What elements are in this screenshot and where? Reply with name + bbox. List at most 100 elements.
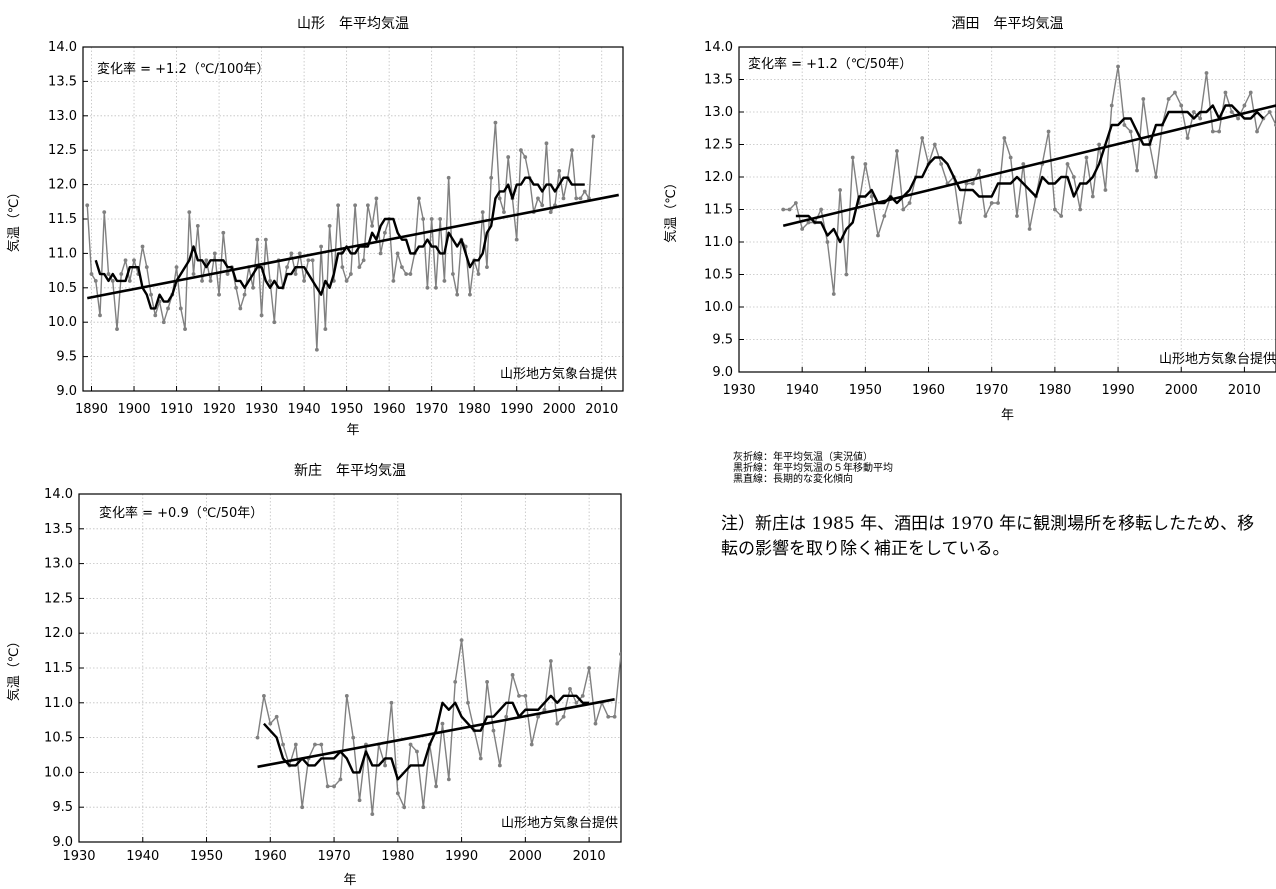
chart-yamagata-annual-point bbox=[242, 292, 247, 297]
chart-sakata-annual-point bbox=[781, 207, 786, 212]
chart-sakata-annual-point bbox=[882, 214, 887, 218]
chart-shinjo-annual-point bbox=[262, 693, 266, 698]
chart-sakata-annual-point bbox=[863, 162, 868, 166]
chart-yamagata-xtick-label: 1950 bbox=[330, 402, 363, 417]
chart-yamagata-annual-point bbox=[574, 196, 579, 201]
chart-yamagata-ytick-label: 13.0 bbox=[48, 109, 77, 124]
chart-sakata-ytick-label: 10.5 bbox=[704, 268, 733, 283]
chart-sakata-annual-point bbox=[1267, 110, 1272, 114]
chart-shinjo-annual-point bbox=[606, 714, 611, 719]
chart-sakata-xlabel: 年 bbox=[1001, 408, 1014, 423]
chart-shinjo-annual-point bbox=[619, 652, 621, 656]
chart-yamagata-annual-point bbox=[102, 210, 107, 215]
chart-yamagata-annual-point bbox=[506, 155, 511, 159]
chart-yamagata-frame bbox=[82, 46, 624, 392]
chart-yamagata-xtick-label: 1900 bbox=[117, 402, 150, 417]
chart-sakata-xtick-label: 1970 bbox=[975, 383, 1008, 398]
chart-sakata-annual-point bbox=[1052, 207, 1057, 212]
chart-sakata-ytick-label: 12.0 bbox=[704, 170, 733, 185]
chart-yamagata-annual-point bbox=[476, 272, 481, 276]
chart-yamagata-annual-point bbox=[183, 327, 187, 331]
chart-sakata-annual-point bbox=[850, 155, 855, 160]
chart-sakata-annual-point bbox=[1071, 175, 1076, 179]
chart-yamagata-annual-point bbox=[446, 175, 451, 180]
chart-sakata-ytick-label: 9.5 bbox=[712, 333, 733, 348]
chart-shinjo-annual-point bbox=[568, 686, 572, 691]
chart-yamagata-annual-point bbox=[480, 210, 485, 215]
chart-sakata-annual-point bbox=[1242, 103, 1247, 108]
chart-yamagata-ytick-label: 11.0 bbox=[48, 246, 77, 261]
chart-shinjo-annual-point bbox=[555, 721, 560, 726]
chart-yamagata-annual-point bbox=[93, 279, 98, 283]
chart-shinjo-annual-point bbox=[440, 721, 445, 726]
chart-sakata-annual-point bbox=[901, 207, 906, 212]
chart-yamagata-xtick-label: 1910 bbox=[160, 402, 193, 417]
chart-sakata-annual-point bbox=[1097, 142, 1102, 147]
relocation-note: 注）新庄は 1985 年、酒田は 1970 年に観測場所を移転したため、移転の影… bbox=[721, 514, 1255, 559]
chart-shinjo-annual-point bbox=[459, 638, 464, 643]
chart-sakata-annual-point bbox=[787, 207, 792, 212]
chart-yamagata-ytick-label: 12.0 bbox=[48, 178, 77, 193]
chart-sakata-ylabel: 気温（℃） bbox=[663, 176, 679, 243]
chart-yamagata-annual-point bbox=[195, 223, 200, 228]
chart-sakata-annual-point bbox=[1223, 90, 1228, 95]
chart-yamagata-annual-point bbox=[417, 196, 421, 201]
chart-sakata-xtick-label: 1940 bbox=[786, 383, 819, 398]
chart-shinjo-annual-point bbox=[491, 728, 496, 733]
chart-yamagata-annual-point bbox=[425, 285, 430, 290]
chart-yamagata-annual-point bbox=[493, 120, 498, 125]
chart-yamagata-annual-point bbox=[191, 272, 196, 276]
chart-shinjo-annual-point bbox=[612, 714, 617, 719]
legend-line-moving-avg: 黒折線：年平均気温の５年移動平均 bbox=[733, 463, 893, 474]
chart-sakata-xtick-label: 1930 bbox=[722, 383, 755, 398]
chart-shinjo-ytick-label: 13.0 bbox=[44, 557, 73, 572]
chart-sakata-annual-point bbox=[1185, 136, 1190, 140]
chart-shinjo-annual-point bbox=[574, 700, 579, 705]
chart-yamagata-annual-point bbox=[314, 347, 319, 352]
chart-yamagata-annual-point bbox=[455, 292, 460, 297]
chart-shinjo-xtick-label: 2000 bbox=[509, 849, 542, 864]
chart-sakata-annual-point bbox=[1191, 110, 1196, 114]
chart-shinjo-annual-point bbox=[415, 749, 419, 754]
chart-yamagata-annual-point bbox=[119, 272, 124, 276]
chart-shinjo-ytick-label: 10.0 bbox=[44, 765, 73, 780]
chart-yamagata-xtick-label: 1970 bbox=[415, 402, 448, 417]
chart-shinjo-moving-avg-line bbox=[263, 694, 590, 781]
chart-yamagata-annual-point bbox=[110, 279, 115, 283]
chart-yamagata-annual-point bbox=[200, 279, 204, 283]
chart-yamagata-annual-point bbox=[306, 258, 311, 263]
chart-sakata-annual-point bbox=[1103, 188, 1108, 192]
chart-shinjo-annual-point bbox=[338, 777, 343, 782]
chart-shinjo-annual-point bbox=[497, 763, 502, 768]
chart-yamagata-annual-point bbox=[319, 244, 324, 249]
chart-sakata-credit: 山形地方気象台提供 bbox=[1159, 351, 1276, 367]
chart-yamagata-annual-point bbox=[353, 203, 358, 208]
chart-sakata-annual-point bbox=[838, 188, 842, 192]
chart-yamagata-annual-point bbox=[144, 265, 149, 270]
chart-sakata-annual-point bbox=[1015, 214, 1019, 218]
chart-shinjo-annual-point bbox=[478, 756, 483, 761]
chart-shinjo-ytick-label: 13.5 bbox=[44, 522, 73, 537]
chart-shinjo-ytick-label: 11.5 bbox=[44, 661, 73, 676]
chart-yamagata-annual-point bbox=[293, 272, 298, 276]
chart-yamagata-annual-point bbox=[272, 320, 277, 325]
chart-yamagata-annual-point bbox=[434, 285, 438, 290]
chart-yamagata-annual-point bbox=[268, 279, 272, 283]
chart-shinjo-annual-point bbox=[510, 673, 515, 677]
chart-yamagata-annual-point bbox=[251, 285, 255, 290]
chart-yamagata-annual-point bbox=[132, 258, 136, 263]
chart-yamagata-annual-point bbox=[421, 217, 426, 221]
chart-sakata-annual-point bbox=[1204, 71, 1209, 75]
chart-sakata-annual-point bbox=[825, 240, 830, 244]
chart-shinjo-annual-point bbox=[434, 784, 438, 789]
chart-shinjo-annual-point bbox=[485, 680, 489, 684]
chart-yamagata-annual-point bbox=[485, 265, 489, 270]
chart-sakata-trend-line bbox=[782, 104, 1276, 228]
chart-sakata-annual-point bbox=[1109, 103, 1114, 108]
chart-shinjo-title: 新庄 年平均気温 bbox=[294, 462, 406, 479]
chart-yamagata-xlabel: 年 bbox=[346, 423, 359, 438]
